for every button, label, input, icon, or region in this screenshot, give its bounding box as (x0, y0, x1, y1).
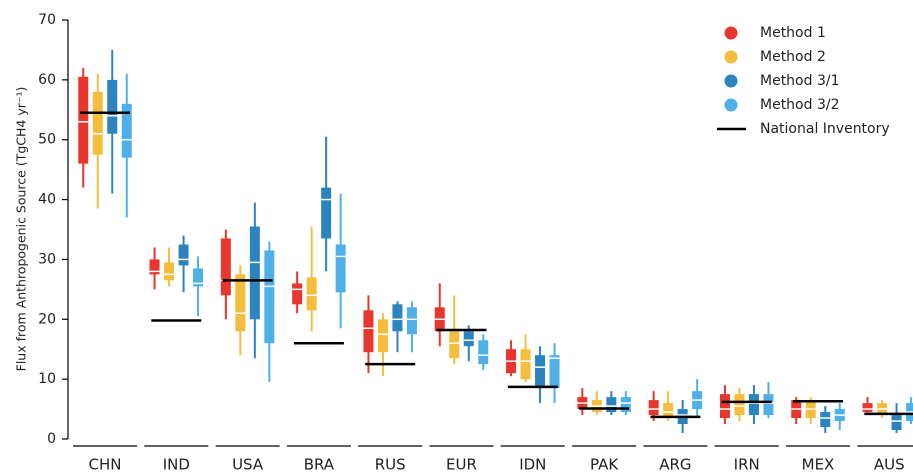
x-tick-label: IDN (519, 456, 546, 474)
box (321, 187, 332, 239)
box (306, 277, 317, 311)
box (377, 319, 388, 353)
box (763, 394, 774, 416)
y-tick-label: 30 (38, 251, 56, 267)
y-tick-label: 40 (38, 192, 56, 208)
box (549, 355, 560, 389)
legend-marker (724, 26, 738, 40)
box (235, 274, 246, 332)
x-tick-label: RUS (375, 456, 406, 474)
legend-label: Method 1 (760, 25, 826, 41)
x-tick-label: AUS (874, 456, 905, 474)
box (107, 79, 118, 134)
box (121, 103, 132, 158)
box (820, 412, 831, 428)
box (264, 250, 275, 344)
box (392, 304, 403, 332)
box (78, 76, 89, 164)
y-tick-label: 20 (38, 311, 56, 327)
box (92, 91, 103, 155)
box (463, 331, 474, 347)
box (449, 331, 460, 359)
box (535, 355, 546, 389)
x-tick-label: IND (163, 456, 190, 474)
legend-marker (724, 98, 738, 112)
y-tick-label: 70 (38, 12, 56, 28)
box (606, 397, 617, 413)
x-tick-label: ARG (659, 456, 691, 474)
legend-label: Method 3/1 (760, 73, 840, 89)
y-tick-label: 10 (38, 371, 56, 387)
y-tick-label: 60 (38, 72, 56, 88)
box (149, 259, 160, 275)
box (178, 244, 189, 266)
box (193, 268, 204, 287)
box (748, 394, 759, 416)
box (734, 394, 745, 416)
box (891, 415, 902, 431)
legend-marker (724, 50, 738, 64)
x-tick-label: USA (232, 456, 264, 474)
legend-label: National Inventory (760, 121, 890, 137)
box (249, 226, 260, 320)
x-tick-label: BRA (304, 456, 335, 474)
legend-label: Method 2 (760, 49, 826, 65)
box (719, 394, 730, 419)
box (164, 262, 175, 281)
box (478, 340, 489, 365)
x-tick-label: IRN (734, 456, 760, 474)
legend-marker (724, 74, 738, 88)
x-tick-label: MEX (802, 456, 835, 474)
box (292, 283, 303, 305)
box (648, 400, 659, 416)
legend-label: Method 3/2 (760, 97, 840, 113)
box (363, 310, 374, 353)
x-tick-label: PAK (590, 456, 619, 474)
box (335, 244, 346, 293)
y-tick-label: 0 (47, 431, 56, 447)
box (663, 403, 674, 419)
box (620, 397, 631, 413)
x-tick-label: CHN (89, 456, 122, 474)
box (862, 403, 873, 413)
y-tick-label: 50 (38, 132, 56, 148)
y-axis-label: Flux from Anthropogenic Source (TgCH4 yr… (14, 87, 29, 372)
box (520, 349, 531, 380)
box (406, 307, 417, 335)
x-tick-label: EUR (446, 456, 477, 474)
box (220, 238, 231, 296)
